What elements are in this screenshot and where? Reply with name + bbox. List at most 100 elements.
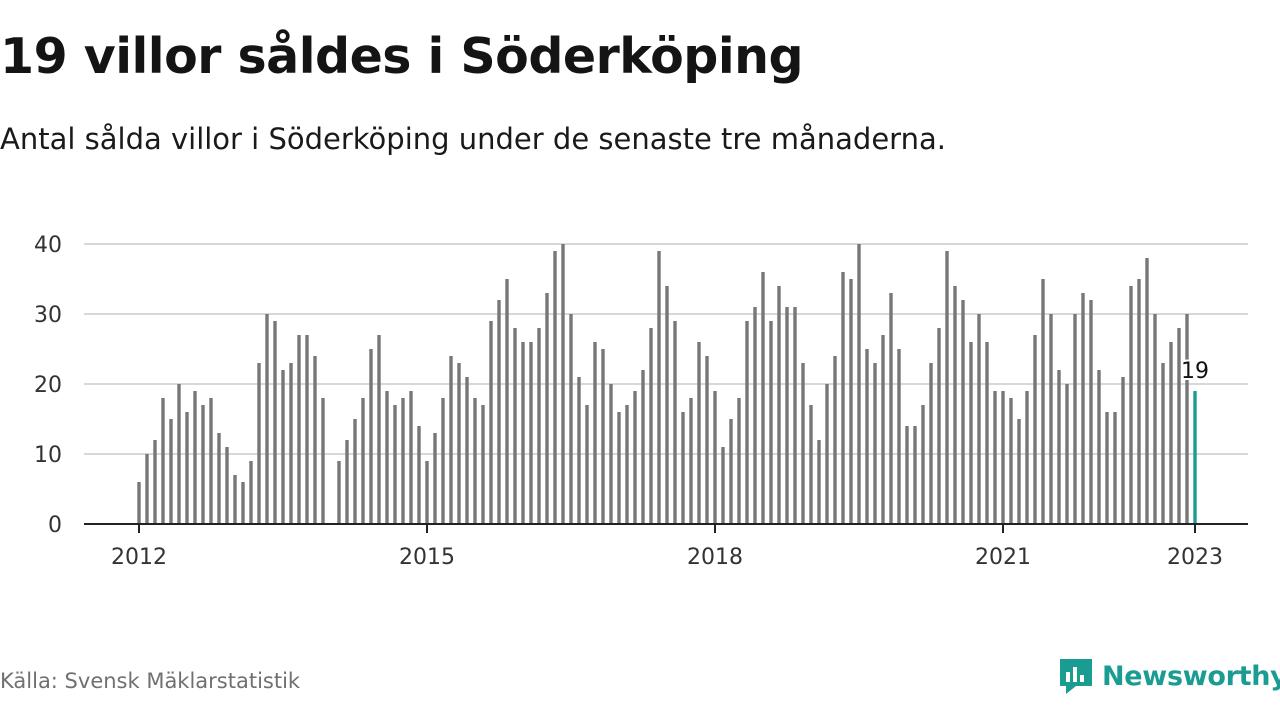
bar xyxy=(489,321,493,524)
bar xyxy=(849,279,853,524)
bar xyxy=(513,328,517,524)
bar xyxy=(833,356,837,524)
bar xyxy=(953,286,957,524)
bar xyxy=(481,405,485,524)
bar xyxy=(721,447,725,524)
bar xyxy=(225,447,229,524)
bar xyxy=(921,405,925,524)
bar xyxy=(593,342,597,524)
newsworthy-logo-icon xyxy=(1060,659,1092,694)
bar xyxy=(1153,314,1157,524)
bar xyxy=(1105,412,1109,524)
chart-bars xyxy=(137,244,1197,524)
bar xyxy=(745,321,749,524)
x-tick-label: 2023 xyxy=(1167,545,1223,570)
x-tick-label: 2015 xyxy=(399,545,455,570)
bar xyxy=(1145,258,1149,524)
bar xyxy=(841,272,845,524)
bar xyxy=(1049,314,1053,524)
bar xyxy=(1009,398,1013,524)
bar xyxy=(497,300,501,524)
bar xyxy=(217,433,221,524)
bar xyxy=(777,286,781,524)
bar xyxy=(1065,384,1069,524)
bar xyxy=(1113,412,1117,524)
bar xyxy=(729,419,733,524)
y-tick-label: 40 xyxy=(34,233,62,258)
bar xyxy=(1137,279,1141,524)
y-tick-label: 30 xyxy=(34,303,62,328)
bar xyxy=(969,342,973,524)
y-tick-label: 20 xyxy=(34,373,62,398)
highlight-value-label: 19 xyxy=(1181,359,1209,384)
bar xyxy=(945,251,949,524)
bar xyxy=(625,405,629,524)
bar xyxy=(297,335,301,524)
bar xyxy=(793,307,797,524)
bar xyxy=(257,363,261,524)
bar xyxy=(825,384,829,524)
bar xyxy=(681,412,685,524)
bar xyxy=(641,370,645,524)
bar xyxy=(161,398,165,524)
x-axis-labels: 2012 2015 2018 2021 2023 xyxy=(111,524,1223,570)
bar xyxy=(1025,391,1029,524)
brand-logo: Newsworthy xyxy=(1058,654,1280,698)
bar xyxy=(617,412,621,524)
bar xyxy=(601,349,605,524)
bar xyxy=(1033,335,1037,524)
bar xyxy=(753,307,757,524)
bar xyxy=(377,335,381,524)
bar xyxy=(769,321,773,524)
bar xyxy=(505,279,509,524)
highlight-bar xyxy=(1193,391,1197,524)
bar xyxy=(913,426,917,524)
x-tick-label: 2012 xyxy=(111,545,167,570)
bar xyxy=(265,314,269,524)
bar xyxy=(1169,342,1173,524)
bar xyxy=(929,363,933,524)
page-subtitle: Antal sålda villor i Söderköping under d… xyxy=(0,122,946,156)
bar xyxy=(897,349,901,524)
bar xyxy=(905,426,909,524)
bar xyxy=(201,405,205,524)
bar xyxy=(305,335,309,524)
bar xyxy=(385,391,389,524)
bar xyxy=(1121,377,1125,524)
bar xyxy=(1081,293,1085,524)
bar xyxy=(281,370,285,524)
bar xyxy=(785,307,789,524)
bar xyxy=(713,391,717,524)
bar xyxy=(1073,314,1077,524)
bar xyxy=(337,461,341,524)
bar xyxy=(1185,314,1189,524)
bar xyxy=(545,293,549,524)
bar xyxy=(409,391,413,524)
bar xyxy=(241,482,245,524)
bar xyxy=(177,384,181,524)
x-tick-label: 2018 xyxy=(687,545,743,570)
bar xyxy=(209,398,213,524)
bar xyxy=(1001,391,1005,524)
bar xyxy=(993,391,997,524)
bar xyxy=(937,328,941,524)
bar xyxy=(697,342,701,524)
bar xyxy=(657,251,661,524)
y-tick-label: 0 xyxy=(48,513,62,538)
bar xyxy=(553,251,557,524)
bar xyxy=(801,363,805,524)
bar xyxy=(585,405,589,524)
bar xyxy=(473,398,477,524)
bar xyxy=(185,412,189,524)
bar xyxy=(345,440,349,524)
x-tick-label: 2021 xyxy=(975,545,1031,570)
latest-value-annotation: 19 xyxy=(1179,357,1211,386)
bar xyxy=(609,384,613,524)
bar xyxy=(529,342,533,524)
bar xyxy=(1177,328,1181,524)
source-note: Källa: Svensk Mäklarstatistik xyxy=(0,669,301,693)
bar xyxy=(705,356,709,524)
bar xyxy=(673,321,677,524)
bar xyxy=(649,328,653,524)
bar xyxy=(665,286,669,524)
